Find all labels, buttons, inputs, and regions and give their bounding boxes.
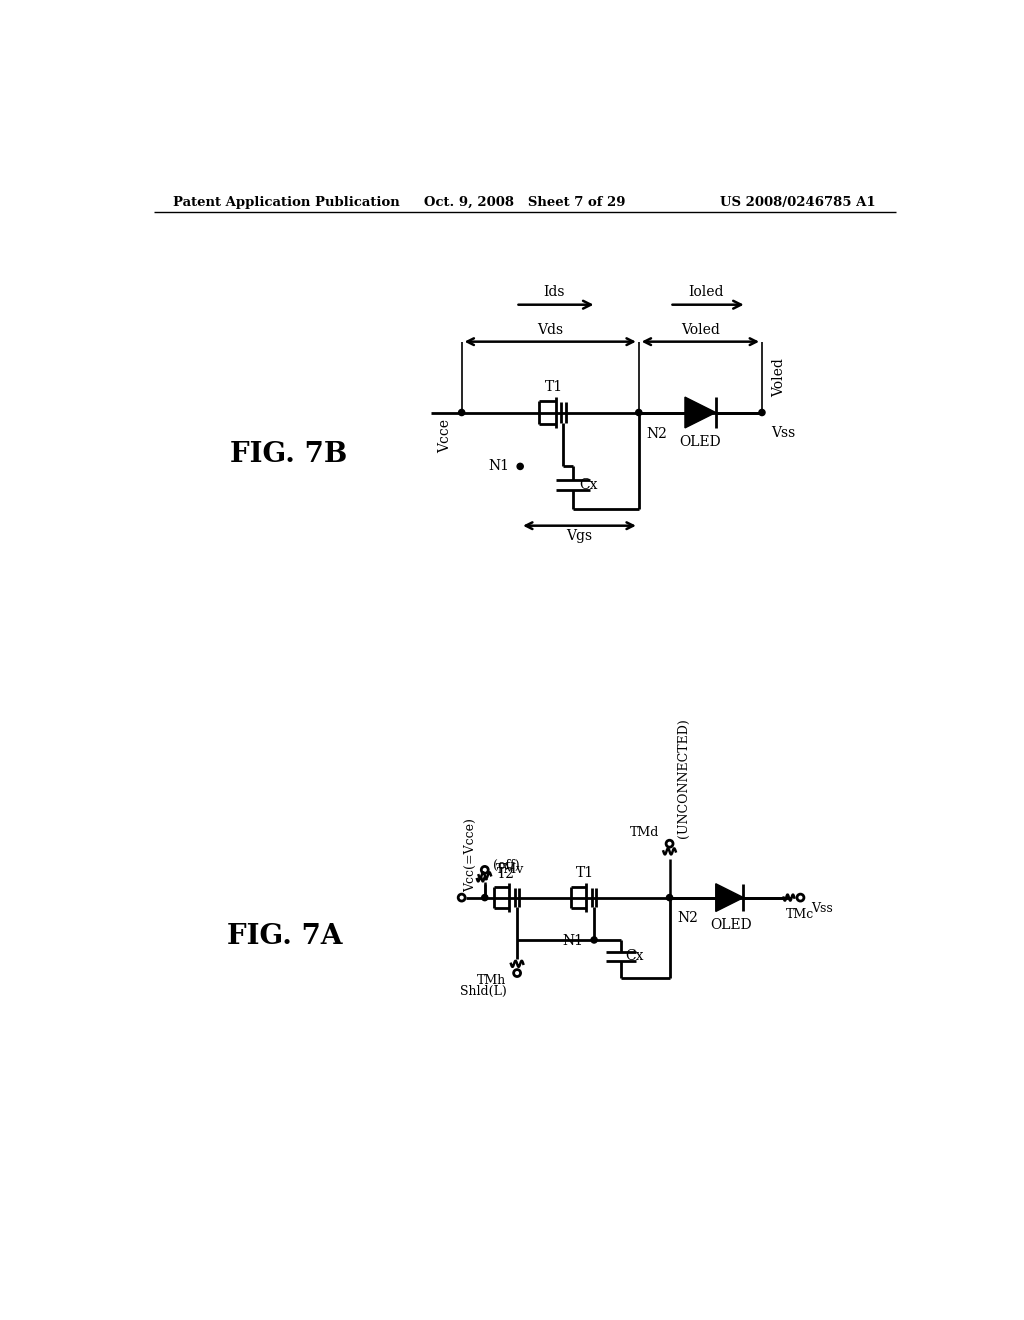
Text: N1: N1 [488,459,509,474]
Text: Vcce: Vcce [437,418,452,453]
Text: TMh: TMh [477,974,506,987]
Text: Voled: Voled [681,323,720,337]
Text: Ioled: Ioled [689,285,724,300]
Text: T1: T1 [575,866,594,880]
Text: FIG. 7A: FIG. 7A [226,923,342,949]
Polygon shape [685,397,716,428]
Text: N2: N2 [646,428,668,441]
Text: Patent Application Publication: Patent Application Publication [173,195,399,209]
Circle shape [517,463,523,470]
Text: Vss: Vss [771,425,796,440]
Text: N2: N2 [677,911,698,924]
Text: Vss: Vss [811,902,833,915]
Circle shape [667,895,673,900]
Text: T1: T1 [545,380,563,395]
Text: Voled: Voled [772,358,786,396]
Text: TMv: TMv [496,863,524,876]
Text: Vds: Vds [538,323,563,337]
Text: Shld(L): Shld(L) [460,985,506,998]
Text: OLED: OLED [711,917,752,932]
Text: OLED: OLED [680,434,721,449]
Text: T2: T2 [498,867,515,882]
Text: Vcc(=Vcce): Vcc(=Vcce) [465,818,477,892]
Text: Oct. 9, 2008   Sheet 7 of 29: Oct. 9, 2008 Sheet 7 of 29 [424,195,626,209]
Text: N1: N1 [562,935,584,949]
Circle shape [459,409,465,416]
Text: Ids: Ids [544,285,565,300]
Text: Cx: Cx [625,949,643,964]
Circle shape [481,895,487,900]
Text: (UNCONNECTED): (UNCONNECTED) [677,718,690,838]
Text: Vgs: Vgs [566,529,593,544]
Text: US 2008/0246785 A1: US 2008/0246785 A1 [720,195,876,209]
Text: FIG. 7B: FIG. 7B [229,441,347,469]
Text: Cx: Cx [580,478,598,492]
Text: (off): (off) [493,859,519,871]
Circle shape [759,409,765,416]
Text: TMd: TMd [630,826,658,840]
Text: TMc: TMc [786,908,814,921]
Circle shape [591,937,597,942]
Circle shape [636,409,642,416]
Polygon shape [716,884,743,911]
